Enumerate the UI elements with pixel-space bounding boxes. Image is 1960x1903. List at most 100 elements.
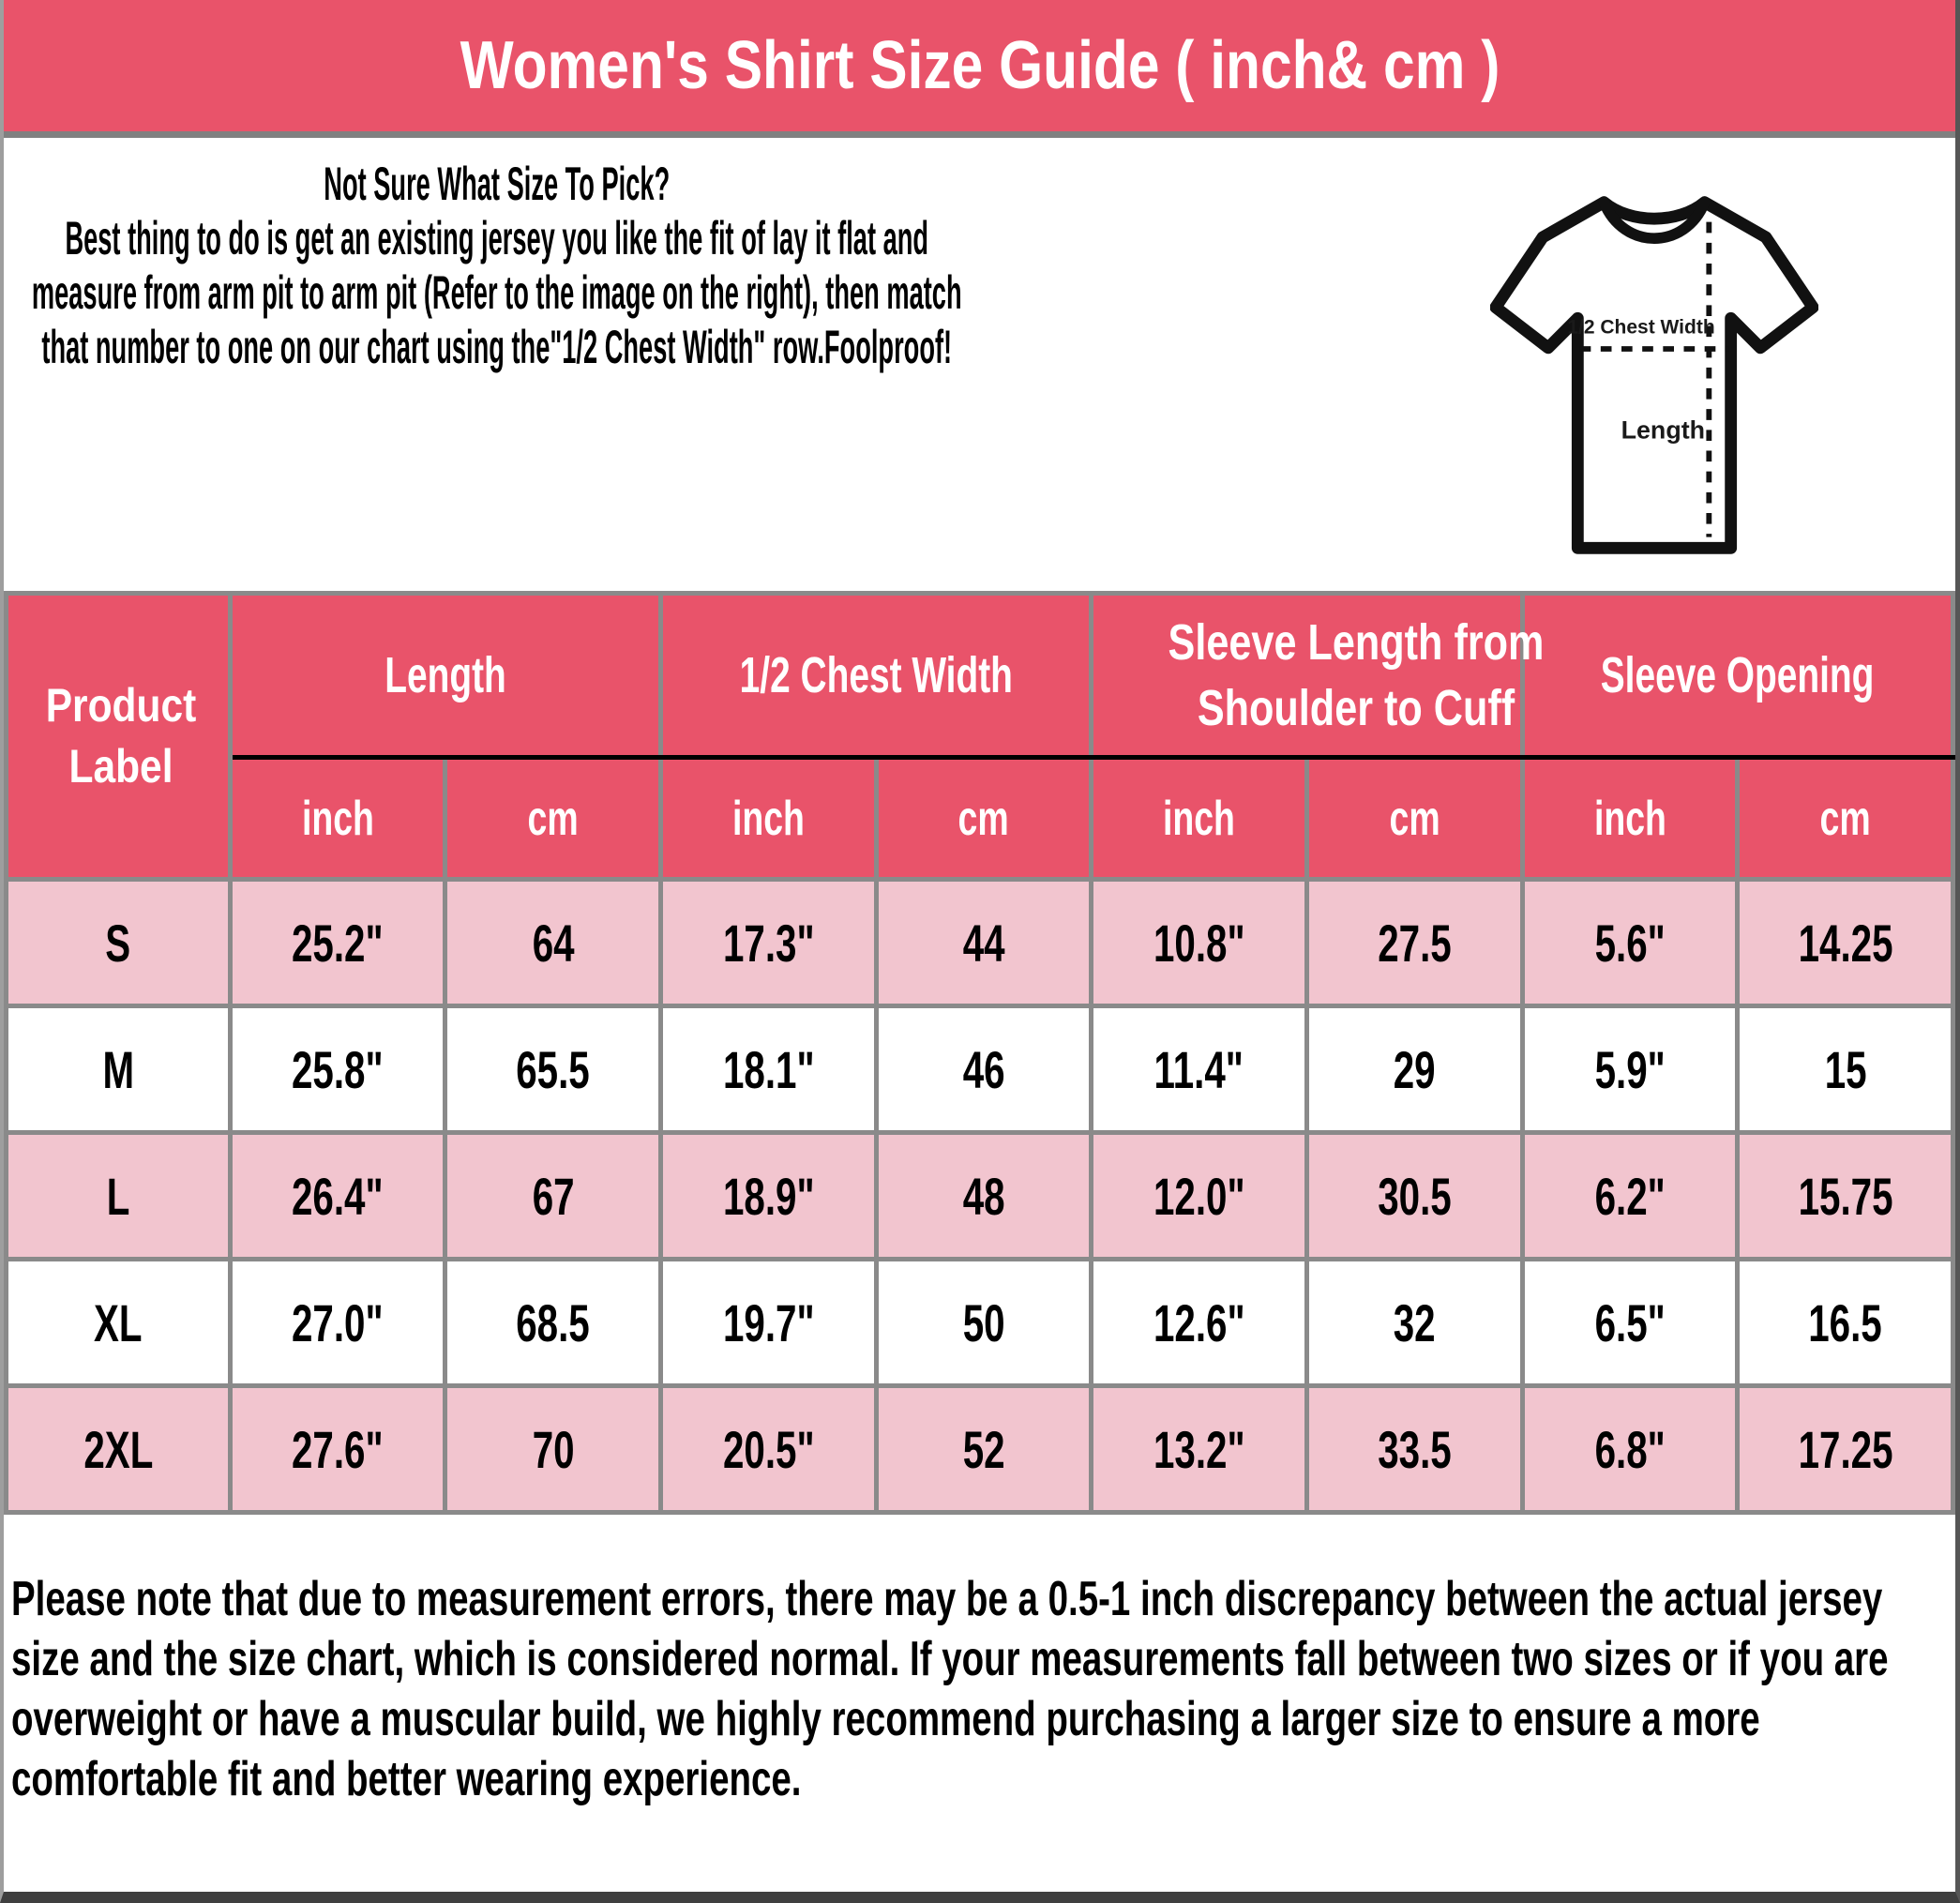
size-cell: 30.5 — [1304, 1130, 1525, 1261]
size-cell: 5.9" — [1519, 1004, 1741, 1135]
cell-value: 52 — [962, 1419, 1005, 1479]
table-row-xl: XL 27.0" 68.5 19.7" 50 12.6" 32 6.5" 16.… — [4, 1257, 1955, 1388]
size-cell: 18.1" — [658, 1004, 879, 1135]
cell-value: 18.1" — [722, 1039, 815, 1099]
size-cell: 5.6" — [1519, 877, 1741, 1008]
size-cell: 19.7" — [658, 1257, 879, 1388]
cell-value: 68.5 — [516, 1292, 590, 1352]
cell-value: L — [106, 1166, 130, 1226]
size-cell: 70 — [443, 1383, 664, 1515]
size-cell: 48 — [873, 1130, 1094, 1261]
size-cell: 33.5 — [1304, 1383, 1525, 1515]
unit-header-cm: cm — [1304, 755, 1525, 882]
cell-value: XL — [94, 1292, 143, 1352]
cell-value: 17.3" — [722, 913, 815, 973]
cell-value: 25.8" — [292, 1039, 384, 1099]
cell-value: 64 — [532, 913, 575, 973]
size-chart-table: Product Label Length 1/2 Chest Width Sle… — [4, 591, 1955, 1515]
cell-value: 27.0" — [292, 1292, 384, 1352]
size-cell: 14.25 — [1735, 877, 1955, 1008]
cell-value: 20.5" — [722, 1419, 815, 1479]
measurement-disclaimer: Please note that due to measurement erro… — [11, 1572, 1889, 1806]
table-row-s: S 25.2" 64 17.3" 44 10.8" 27.5 5.6" 14.2… — [4, 877, 1955, 1008]
cell-value: 5.9" — [1594, 1039, 1666, 1099]
header-text: Sleeve Opening — [1600, 647, 1875, 703]
cell-value: 5.6" — [1594, 913, 1666, 973]
unit-header-inch: inch — [227, 755, 448, 882]
size-cell: 44 — [873, 877, 1094, 1008]
size-cell: 68.5 — [443, 1257, 664, 1388]
cell-value: 18.9" — [722, 1166, 815, 1226]
size-cell: 26.4" — [227, 1130, 448, 1261]
intro-heading: Not Sure What Size To Pick? — [324, 158, 671, 210]
header-text: cm — [957, 791, 1010, 846]
size-cell: 27.6" — [227, 1383, 448, 1515]
table-row-2xl: 2XL 27.6" 70 20.5" 52 13.2" 33.5 6.8" 17… — [4, 1383, 1955, 1515]
table-row-l: L 26.4" 67 18.9" 48 12.0" 30.5 6.2" 15.7… — [4, 1130, 1955, 1261]
size-cell: 25.8" — [227, 1004, 448, 1135]
size-cell: 64 — [443, 877, 664, 1008]
cell-value: 46 — [962, 1039, 1005, 1099]
header-text: inch — [301, 791, 374, 846]
table-row-m: M 25.8" 65.5 18.1" 46 11.4" 29 5.9" 15 — [4, 1004, 1955, 1135]
size-cell: 32 — [1304, 1257, 1525, 1388]
intro-body: Best thing to do is get an existing jers… — [31, 212, 962, 373]
cell-value: M — [102, 1039, 134, 1099]
size-cell: 52 — [873, 1383, 1094, 1515]
size-cell: 16.5 — [1735, 1257, 1955, 1388]
header-text: Product Label — [45, 679, 197, 793]
banner-underline — [4, 131, 1955, 138]
length-label: Length — [1621, 416, 1705, 445]
header-text: Length — [384, 647, 506, 703]
group-header-length: Length — [227, 591, 664, 760]
unit-header-inch: inch — [658, 755, 879, 882]
cell-value: 65.5 — [516, 1039, 590, 1099]
cell-value: 27.6" — [292, 1419, 384, 1479]
size-cell: 15 — [1735, 1004, 1955, 1135]
size-cell: 11.4" — [1089, 1004, 1310, 1135]
unit-header-cm: cm — [443, 755, 664, 882]
header-text: inch — [1593, 791, 1666, 846]
size-cell: 12.0" — [1089, 1130, 1310, 1261]
header-text: cm — [527, 791, 579, 846]
tshirt-collar — [1598, 196, 1711, 244]
cell-value: 48 — [962, 1166, 1005, 1226]
size-cell: 6.8" — [1519, 1383, 1741, 1515]
title-banner: Women's Shirt Size Guide ( inch& cm ) — [4, 0, 1955, 131]
intro-section: Not Sure What Size To Pick? Best thing t… — [4, 138, 1955, 591]
cell-value: 17.25 — [1798, 1419, 1893, 1479]
cell-value: 13.2" — [1153, 1419, 1245, 1479]
page-title: Women's Shirt Size Guide ( inch& cm ) — [460, 28, 1500, 103]
cell-value: 44 — [962, 913, 1005, 973]
size-row-label: L — [4, 1130, 233, 1261]
cell-value: 30.5 — [1378, 1166, 1452, 1226]
cell-value: 15.75 — [1798, 1166, 1893, 1226]
size-cell: 50 — [873, 1257, 1094, 1388]
header-text: Sleeve Length from Shoulder to Cuff — [1168, 613, 1545, 736]
cell-value: 12.0" — [1153, 1166, 1245, 1226]
cell-value: 14.25 — [1798, 913, 1893, 973]
cell-value: S — [105, 913, 131, 973]
header-text: 1/2 Chest Width — [739, 647, 1013, 703]
size-cell: 17.3" — [658, 877, 879, 1008]
cell-value: 6.2" — [1594, 1166, 1666, 1226]
cell-value: 33.5 — [1378, 1419, 1452, 1479]
cell-value: 10.8" — [1153, 913, 1245, 973]
table-unit-header-row: inch cm inch cm inch cm inch cm — [7, 755, 1955, 882]
cell-value: 15 — [1824, 1039, 1867, 1099]
header-text: cm — [1819, 791, 1871, 846]
group-header-sleeve-length: Sleeve Length from Shoulder to Cuff — [1089, 591, 1545, 760]
cell-value: 29 — [1393, 1039, 1436, 1099]
chest-width-label: 1/2 Chest Width — [1567, 317, 1714, 339]
cell-value: 50 — [962, 1292, 1005, 1352]
size-cell: 6.2" — [1519, 1130, 1741, 1261]
cell-value: 67 — [532, 1166, 575, 1226]
size-cell: 10.8" — [1089, 877, 1310, 1008]
tshirt-measurement-diagram: 1/2 Chest Width Length — [1490, 196, 1818, 554]
size-cell: 25.2" — [227, 877, 448, 1008]
size-row-label: XL — [4, 1257, 233, 1388]
cell-value: 25.2" — [292, 913, 384, 973]
size-cell: 15.75 — [1735, 1130, 1955, 1261]
size-cell: 67 — [443, 1130, 664, 1261]
